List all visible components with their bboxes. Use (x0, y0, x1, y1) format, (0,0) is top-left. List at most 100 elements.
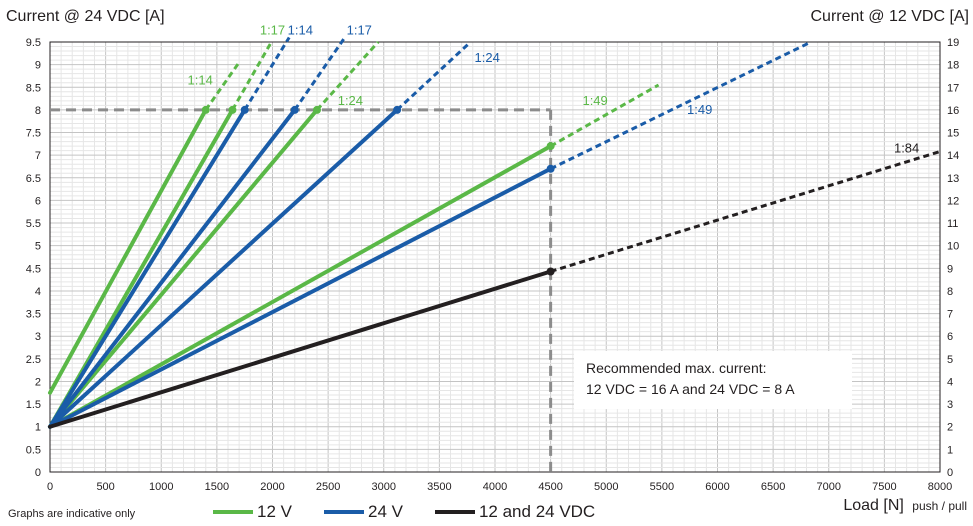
y-left-tick-label: 7.5 (26, 128, 41, 140)
y-right-tick-label: 5 (947, 354, 953, 366)
series-24v-1-14-dashed (243, 36, 291, 111)
y-right-tick-label: 1 (947, 444, 953, 456)
legend-item-24v: 24 V (323, 502, 403, 522)
series-12v-1-14-limit-point (201, 105, 210, 114)
series-12v-1-14-label: 1:14 (188, 72, 213, 87)
y-left-tick-label: 7 (35, 150, 41, 162)
y-right-tick-label: 8 (947, 286, 953, 298)
y-left-tick-label: 3.5 (26, 309, 41, 321)
y-right-tick-label: 19 (947, 37, 959, 49)
x-axis-title-sub: push / pull (912, 499, 967, 513)
y-left-tick-label: 2.5 (26, 354, 41, 366)
x-axis-title: Load [N] push / pull (843, 497, 967, 515)
y-right-tick-label: 10 (947, 241, 959, 253)
y-left-tick-label: 2 (35, 376, 41, 388)
y-right-tick-label: 18 (947, 60, 959, 72)
plot-frame (49, 41, 941, 473)
series-12v-1-24-solid (48, 107, 319, 429)
x-tick-label: 6500 (761, 481, 785, 493)
series-24v-1-17-label: 1:17 (347, 23, 372, 38)
y-right-tick-label: 12 (947, 195, 959, 207)
x-tick-label: 5500 (650, 481, 674, 493)
y-right-tick-label: 17 (947, 82, 959, 94)
x-axis-title-main: Load [N] (843, 497, 904, 514)
y-right-tick-label: 2 (947, 422, 953, 434)
y-right-tick-label: 4 (947, 376, 953, 388)
legend-label-both: 12 and 24 VDC (478, 502, 596, 521)
y-left-tick-label: 5.5 (26, 218, 41, 230)
series-24v-1-17-dashed (293, 36, 347, 111)
legend-swatch-both (434, 510, 475, 514)
y-right-tick-label: 13 (947, 173, 959, 185)
x-tick-label: 8000 (928, 481, 952, 493)
x-tick-label: 3500 (427, 481, 451, 493)
note-line-2: 12 VDC = 16 A and 24 VDC = 8 A (586, 381, 795, 397)
x-tick-label: 2500 (316, 481, 340, 493)
series-12v-1-49-limit-point (546, 142, 555, 151)
x-tick-label: 2000 (260, 481, 284, 493)
y-left-tick-label: 1.5 (26, 399, 41, 411)
x-tick-label: 4000 (483, 481, 507, 493)
x-tick-label: 1000 (149, 481, 173, 493)
y-left-tick-label: 6 (35, 195, 41, 207)
y-right-tick-label: 3 (947, 399, 953, 411)
legend-item-both: 12 and 24 VDC (434, 502, 596, 522)
y-left-tick-label: 8 (35, 105, 41, 117)
series-24v-1-17-limit-point (290, 105, 299, 114)
legend-label-24v: 24 V (367, 502, 403, 521)
limit-lines (50, 108, 553, 472)
legend-label-12v: 12 V (257, 502, 292, 521)
y-left-tick-label: 9 (35, 60, 41, 72)
y-right-tick-label: 6 (947, 331, 953, 343)
x-tick-label: 0 (47, 481, 53, 493)
y-right-tick-label: 0 (947, 467, 953, 479)
series-24v-1-49-solid (48, 166, 553, 429)
legend: 12 V 24 V 12 and 24 VDC (213, 502, 627, 522)
x-tick-label: 1500 (205, 481, 229, 493)
y-right-tick-label: 15 (947, 128, 959, 140)
series-24v-1-14-limit-point (240, 105, 249, 114)
legend-swatch-12v (213, 510, 253, 514)
series-12v-1-24-dashed (315, 40, 380, 111)
legend-item-12v: 12 V (213, 502, 292, 522)
series-12v-1-24-limit-point (313, 105, 321, 114)
series-12and24vdc-1-84-limit-point (546, 267, 555, 276)
series-lines (48, 36, 941, 429)
series-labels: 1:141:171:24 1:491:14 1:171:241:491:84 (188, 23, 920, 156)
y-right-tick-label: 11 (947, 218, 958, 230)
series-24v-1-24-dashed (396, 40, 472, 111)
footnote: Graphs are indicative only (8, 508, 136, 520)
x-tick-label: 6000 (705, 481, 729, 493)
series-24v-1-17-solid (48, 107, 297, 429)
series-24v-1-14-label: 1:14 (288, 23, 313, 38)
series-12and24vdc-1-84-label: 1:84 (894, 140, 919, 155)
legend-swatch-24v (323, 510, 364, 514)
y-left-tick-label: 6.5 (26, 173, 41, 185)
series-12v-1-17-label: 1:17 (260, 23, 285, 38)
y-left-tick-label: 8.5 (26, 82, 41, 94)
y-left-tick-label: 1 (35, 422, 41, 434)
y-axis-right-title: Current @ 12 VDC [A] (810, 8, 969, 25)
tick-labels: 0 500 1000 1500 2000 2500 3000 3500 4000 4500 5000… (26, 37, 960, 493)
y-right-tick-label: 16 (947, 105, 959, 117)
x-tick-label: 7000 (817, 481, 841, 493)
series-12v-1-24-label: 1:24 (338, 93, 363, 108)
x-tick-label: 7500 (872, 481, 896, 493)
series-12v-1-14-solid (48, 107, 208, 395)
x-tick-label: 5000 (594, 481, 618, 493)
recommendation-note: Recommended max. current: 12 VDC = 16 A … (574, 351, 852, 409)
x-tick-label: 500 (96, 481, 114, 493)
grid (49, 41, 941, 473)
series-12v-1-17-dashed (231, 41, 273, 111)
x-tick-label: 3000 (372, 481, 396, 493)
y-right-tick-label: 14 (947, 150, 959, 162)
series-24v-1-49-dashed (549, 40, 812, 171)
y-right-tick-label: 9 (947, 263, 953, 275)
note-line-1: Recommended max. current: (586, 360, 767, 376)
x-tick-label: 4500 (538, 481, 562, 493)
y-left-tick-label: 4 (35, 286, 41, 298)
y-right-tick-label: 7 (947, 309, 953, 321)
series-12v-1-49-solid (48, 144, 553, 429)
series-24v-1-24-limit-point (393, 105, 402, 114)
